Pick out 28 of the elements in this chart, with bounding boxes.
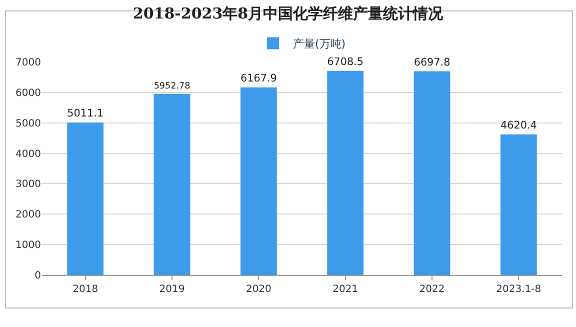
data-label: 6708.5 xyxy=(327,56,364,68)
bar xyxy=(327,70,364,275)
chart-title: 2018-2023年8月中国化学纤维产量统计情况 xyxy=(132,4,444,23)
data-label: 4620.4 xyxy=(500,120,538,132)
x-tick-label: 2023.1-8 xyxy=(496,284,542,295)
y-tick-label: 3000 xyxy=(16,179,41,190)
y-tick-label: 5000 xyxy=(16,118,41,130)
y-tick-label: 6000 xyxy=(16,88,41,99)
y-tick-label: 7000 xyxy=(16,58,41,68)
x-tick-label: 2021 xyxy=(332,284,358,295)
y-tick-label: 1000 xyxy=(16,240,41,252)
y-tick-label: 4000 xyxy=(16,148,41,160)
bar xyxy=(414,71,450,275)
x-tick-label: 2018 xyxy=(72,284,98,295)
data-label: 6167.9 xyxy=(240,72,277,84)
y-tick-label: 2000 xyxy=(16,210,41,221)
data-label: 5952.78 xyxy=(154,81,190,92)
bar xyxy=(154,94,190,275)
x-tick-label: 2022 xyxy=(419,284,445,295)
x-tick-label: 2020 xyxy=(246,284,272,295)
y-tick-label: 0 xyxy=(34,270,41,282)
data-label: 6697.8 xyxy=(414,56,450,68)
bar xyxy=(67,122,104,275)
bar xyxy=(240,87,277,275)
x-tick-label: 2019 xyxy=(159,284,185,295)
bar xyxy=(500,134,537,275)
data-label: 5011.1 xyxy=(67,108,104,120)
legend-label: 产量(万吨) xyxy=(293,38,346,51)
